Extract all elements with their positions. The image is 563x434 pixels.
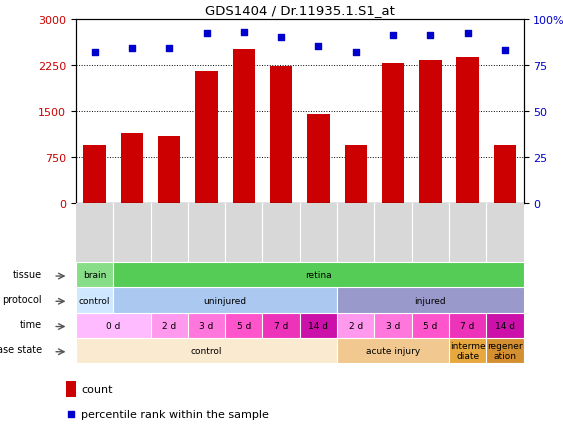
Text: 7 d: 7 d	[274, 321, 288, 330]
Point	[426, 33, 435, 39]
Text: 5 d: 5 d	[423, 321, 437, 330]
Bar	[195, 72, 218, 204]
Text: 2 d: 2 d	[348, 321, 363, 330]
Bar	[270, 67, 292, 204]
Text: injured: injured	[414, 296, 446, 305]
Title: GDS1404 / Dr.11935.1.S1_at: GDS1404 / Dr.11935.1.S1_at	[205, 4, 395, 17]
Point	[202, 31, 211, 38]
Text: 7 d: 7 d	[461, 321, 475, 330]
Bar	[66, 381, 77, 397]
Text: protocol: protocol	[2, 294, 42, 304]
Bar	[382, 64, 404, 204]
Point	[66, 411, 75, 418]
Text: regener
ation: regener ation	[487, 341, 523, 360]
Text: time: time	[20, 319, 42, 329]
Text: 3 d: 3 d	[386, 321, 400, 330]
Point	[351, 49, 360, 56]
Bar	[233, 50, 255, 204]
Bar	[419, 61, 441, 204]
Bar	[494, 145, 516, 204]
Text: 5 d: 5 d	[236, 321, 251, 330]
Bar	[457, 58, 479, 204]
Point	[127, 46, 136, 53]
Bar	[121, 133, 143, 204]
Bar	[345, 145, 367, 204]
Point	[314, 44, 323, 51]
Text: retina: retina	[305, 271, 332, 279]
Text: control: control	[79, 296, 110, 305]
Text: 0 d: 0 d	[106, 321, 120, 330]
Bar	[83, 145, 106, 204]
Text: 14 d: 14 d	[309, 321, 328, 330]
Text: 2 d: 2 d	[162, 321, 176, 330]
Text: uninjured: uninjured	[204, 296, 247, 305]
Point	[165, 46, 174, 53]
Text: disease state: disease state	[0, 345, 42, 355]
Point	[276, 35, 285, 42]
Point	[239, 29, 248, 36]
Point	[501, 47, 510, 54]
Point	[463, 31, 472, 38]
Text: brain: brain	[83, 271, 106, 279]
Text: 14 d: 14 d	[495, 321, 515, 330]
Text: interme
diate: interme diate	[450, 341, 485, 360]
Bar	[158, 136, 180, 204]
Point	[388, 33, 397, 39]
Text: control: control	[191, 346, 222, 355]
Text: tissue: tissue	[13, 269, 42, 279]
Text: percentile rank within the sample: percentile rank within the sample	[81, 409, 269, 419]
Point	[90, 49, 99, 56]
Text: acute injury: acute injury	[366, 346, 420, 355]
Text: 3 d: 3 d	[199, 321, 214, 330]
Text: count: count	[81, 384, 113, 394]
Bar	[307, 115, 329, 204]
